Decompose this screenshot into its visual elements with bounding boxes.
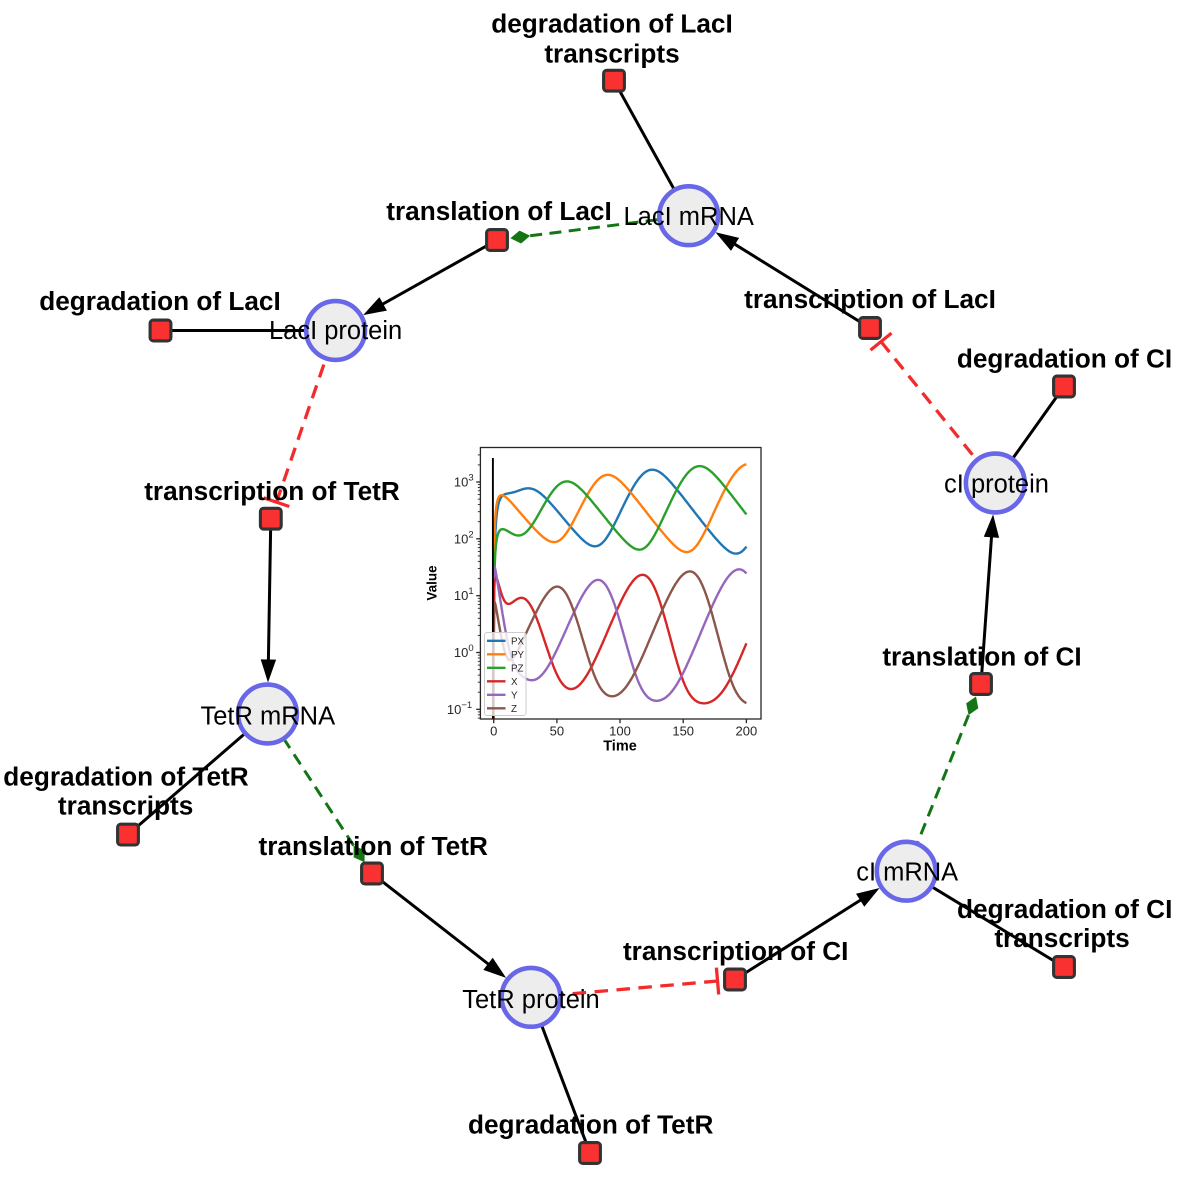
svg-text:PZ: PZ <box>511 663 524 674</box>
svg-text:degradation of CI: degradation of CI <box>957 343 1172 373</box>
svg-text:degradation of LacI: degradation of LacI <box>39 286 281 316</box>
svg-text:TetR mRNA: TetR mRNA <box>200 702 335 730</box>
svg-text:PY: PY <box>511 650 525 661</box>
svg-text:transcription of CI: transcription of CI <box>623 936 849 966</box>
svg-text:transcription of TetR: transcription of TetR <box>144 476 400 506</box>
svg-text:0: 0 <box>490 724 497 739</box>
svg-text:translation of TetR: translation of TetR <box>259 831 488 861</box>
svg-text:degradation of LacI: degradation of LacI <box>491 8 733 38</box>
svg-text:transcripts: transcripts <box>994 923 1129 953</box>
svg-text:transcription of LacI: transcription of LacI <box>744 284 996 314</box>
svg-text:Time: Time <box>603 739 637 755</box>
svg-text:translation of LacI: translation of LacI <box>386 196 612 226</box>
svg-text:TetR protein: TetR protein <box>462 986 600 1014</box>
svg-text:150: 150 <box>672 724 694 739</box>
svg-text:transcripts: transcripts <box>58 791 193 821</box>
svg-text:200: 200 <box>736 724 758 739</box>
svg-text:PX: PX <box>511 636 525 647</box>
svg-text:transcripts: transcripts <box>544 39 679 69</box>
svg-text:cI mRNA: cI mRNA <box>856 859 958 887</box>
svg-text:50: 50 <box>550 724 564 739</box>
svg-text:translation of CI: translation of CI <box>882 642 1081 672</box>
svg-text:Y: Y <box>511 690 518 701</box>
svg-text:cI protein: cI protein <box>944 471 1049 499</box>
svg-text:X: X <box>511 677 518 688</box>
svg-text:degradation of TetR: degradation of TetR <box>468 1110 713 1140</box>
svg-text:Value: Value <box>425 565 440 601</box>
svg-text:LacI mRNA: LacI mRNA <box>624 203 754 231</box>
svg-text:degradation of TetR: degradation of TetR <box>3 762 248 792</box>
svg-text:LacI protein: LacI protein <box>269 317 402 345</box>
svg-text:Z: Z <box>511 704 517 715</box>
svg-text:100: 100 <box>609 724 631 739</box>
svg-text:degradation of CI: degradation of CI <box>957 894 1172 924</box>
